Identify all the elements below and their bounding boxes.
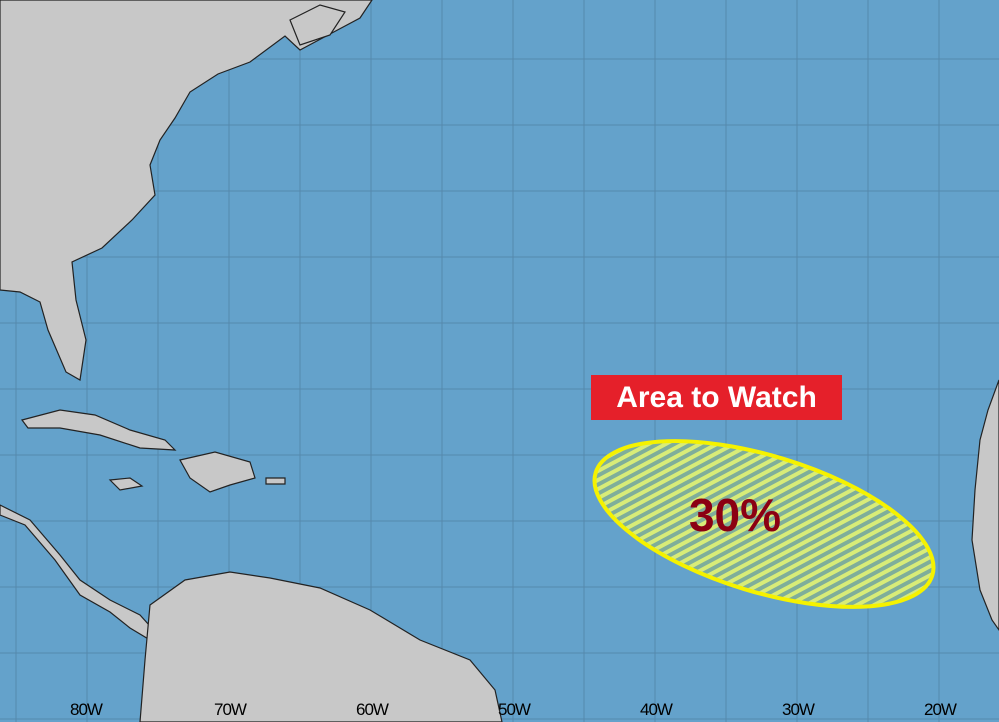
longitude-label: 50W <box>498 700 531 719</box>
jamaica <box>108 477 144 491</box>
puerto-rico <box>265 477 286 485</box>
longitude-label: 70W <box>214 700 247 719</box>
north-america <box>0 0 373 381</box>
central-america <box>0 504 159 641</box>
cuba <box>20 409 177 451</box>
newfoundland <box>289 4 346 46</box>
longitude-label: 80W <box>70 700 103 719</box>
area-to-watch-label: Area to Watch <box>591 375 842 420</box>
longitude-label: 30W <box>782 700 815 719</box>
longitude-label: 60W <box>356 700 389 719</box>
longitude-label: 20W <box>924 700 957 719</box>
hispaniola <box>179 451 256 493</box>
probability-label: 30% <box>688 489 782 541</box>
south-america <box>139 571 503 722</box>
longitude-label: 40W <box>640 700 673 719</box>
area-to-watch-outline[interactable] <box>576 408 952 641</box>
africa <box>971 379 999 632</box>
